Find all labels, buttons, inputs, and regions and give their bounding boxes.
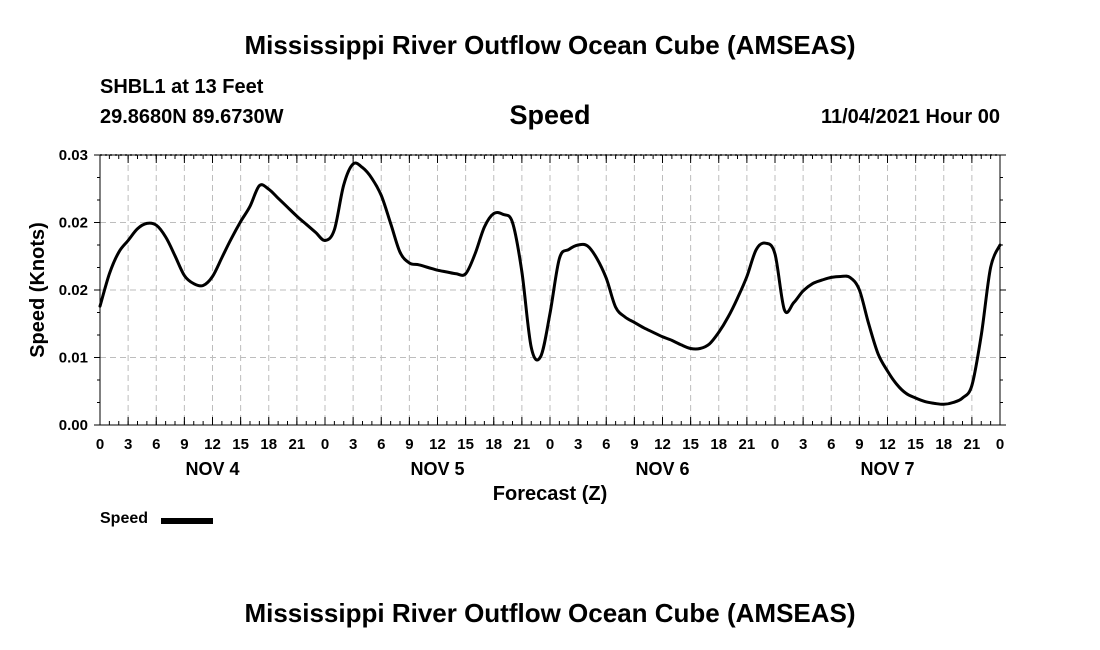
grid [100,155,1000,425]
x-tick-label: 3 [799,436,807,453]
x-tick-label: 0 [321,436,329,453]
forecast-datetime: 11/04/2021 Hour 00 [820,106,1000,128]
y-tick-label: 0.01 [59,350,88,367]
x-tick-label: 21 [739,436,756,453]
station-coordinates: 29.8680N 89.6730W [100,106,284,128]
day-label: NOV 5 [410,459,464,479]
axis-ticks [94,154,1006,426]
variable-title: Speed [509,100,591,130]
x-tick-label: 21 [964,436,981,453]
y-tick-label: 0.00 [59,417,88,434]
x-tick-label: 12 [204,436,221,453]
x-tick-label: 6 [377,436,385,453]
footer-title: Mississippi River Outflow Ocean Cube (AM… [244,598,856,628]
y-axis-label: Speed (Knots) [27,222,49,358]
x-tick-label: 9 [630,436,638,453]
x-tick-label: 3 [349,436,357,453]
station-label: SHBL1 at 13 Feet [100,76,264,98]
x-axis-label: Forecast (Z) [493,483,607,505]
x-tick-label: 12 [879,436,896,453]
x-tick-labels: 0 3 6 9 12 15 18 21 0 3 6 9 12 15 18 21 0 3 6 9 12 15 18 21 0 3 6 9… [96,436,1004,453]
x-tick-label: 18 [260,436,277,453]
y-tick-label: 0.03 [59,147,88,164]
y-tick-label: 0.02 [59,215,88,232]
day-labels: NOV 4 NOV 5 NOV 6 NOV 7 [185,459,914,479]
x-tick-label: 21 [289,436,306,453]
series-line-speed [98,161,1002,406]
x-tick-label: 0 [996,436,1004,453]
x-tick-label: 15 [682,436,699,453]
x-tick-label: 12 [429,436,446,453]
x-tick-label: 9 [180,436,188,453]
day-label: NOV 6 [635,459,689,479]
y-tick-label: 0.02 [59,282,88,299]
chart-title: Mississippi River Outflow Ocean Cube (AM… [244,30,856,60]
x-tick-label: 6 [152,436,160,453]
legend-swatch [161,518,213,524]
x-tick-label: 3 [124,436,132,453]
x-tick-label: 18 [710,436,727,453]
legend-label: Speed [100,510,149,527]
x-tick-label: 9 [855,436,863,453]
day-label: NOV 4 [185,459,239,479]
x-tick-label: 0 [546,436,554,453]
x-tick-label: 0 [771,436,779,453]
x-tick-label: 9 [405,436,413,453]
x-tick-label: 6 [602,436,610,453]
x-tick-label: 3 [574,436,582,453]
x-tick-label: 6 [827,436,835,453]
x-tick-label: 15 [232,436,249,453]
x-tick-label: 21 [514,436,531,453]
x-tick-label: 15 [457,436,474,453]
x-tick-label: 0 [96,436,104,453]
x-tick-label: 12 [654,436,671,453]
x-tick-label: 18 [935,436,952,453]
x-tick-label: 18 [485,436,502,453]
x-tick-label: 15 [907,436,924,453]
y-tick-labels: 0.00 0.01 0.02 0.02 0.03 [59,147,88,434]
day-label: NOV 7 [860,459,914,479]
